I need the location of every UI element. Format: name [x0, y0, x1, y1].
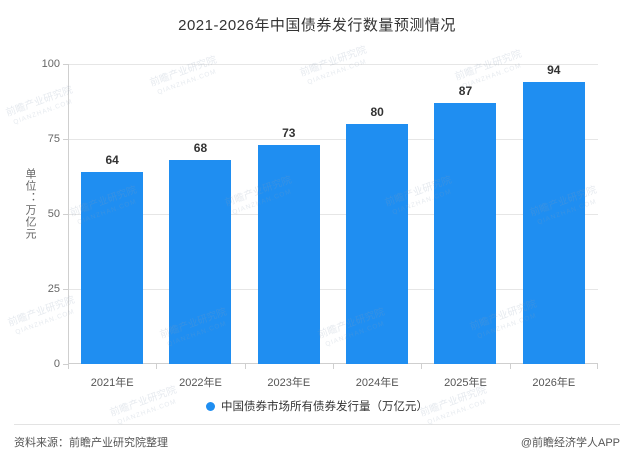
x-tickmark-2 — [245, 364, 246, 369]
plot-area: 100 75 50 25 0 64 68 73 — [42, 58, 598, 370]
y-tickmark-0 — [63, 364, 68, 365]
x-tick-label-2022: 2022年E — [179, 377, 222, 389]
chart-title: 2021-2026年中国债券发行数量预测情况 — [178, 17, 456, 34]
bar-2024[interactable]: 80 — [346, 105, 409, 364]
y-tickmark-50 — [63, 214, 68, 215]
y-tick-label-100: 100 — [41, 58, 60, 70]
bar-value-label: 68 — [193, 141, 208, 155]
gridline-50 — [68, 214, 598, 215]
bar-value-label: 87 — [458, 84, 473, 98]
x-tickmark-5 — [510, 364, 511, 369]
gridline-100 — [68, 64, 598, 65]
bar-value-label: 80 — [370, 105, 384, 119]
y-tickmark-75 — [63, 139, 68, 140]
x-tick-label-2023: 2023年E — [267, 377, 311, 389]
x-tickmark-3 — [333, 364, 334, 369]
source-text: 资料来源：前瞻产业研究院整理 — [14, 437, 168, 449]
bar-item: 68 — [157, 64, 245, 364]
x-tickmark-4 — [421, 364, 422, 369]
legend-color-dot — [206, 401, 215, 411]
x-tickmarks — [68, 364, 598, 369]
x-axis-line — [68, 363, 598, 364]
x-tick-label-2025: 2025年E — [444, 377, 487, 389]
chart-legend[interactable]: 中国债券市场所有债券发行量（万亿元） — [0, 398, 634, 414]
legend-label: 中国债券市场所有债券发行量（万亿元） — [221, 401, 428, 413]
x-tick-label-2026: 2026年E — [532, 377, 576, 389]
bar-item: 94 — [510, 63, 598, 364]
x-tickmark-1 — [156, 364, 157, 369]
x-tick-label-2024: 2024年E — [355, 377, 399, 389]
bar-2023[interactable]: 73 — [257, 126, 320, 364]
x-axis-labels: 2021年E 2022年E 2023年E 2024年E 2025年E 2026年… — [68, 374, 598, 390]
bar-item: 73 — [245, 64, 333, 364]
bar-2021[interactable]: 64 — [81, 153, 144, 364]
brand-text: @前瞻经济学人APP — [520, 437, 620, 449]
x-tickmark-0 — [68, 364, 69, 369]
y-tickmark-100 — [63, 64, 68, 65]
bar-2022[interactable]: 68 — [169, 141, 232, 364]
bar-value-label: 73 — [282, 126, 296, 140]
y-tick-label-25: 25 — [47, 283, 60, 295]
chart-area: 单位：万亿元 100 75 50 25 0 64 68 — [0, 44, 634, 389]
bar-series: 64 68 73 80 87 — [68, 63, 598, 364]
y-axis-label: 单位：万亿元 — [24, 168, 36, 240]
bar-2026[interactable]: 94 — [522, 63, 585, 364]
bar-value-label: 64 — [105, 153, 119, 167]
y-axis-line — [68, 64, 69, 364]
x-tickmark-6 — [597, 364, 598, 369]
bar-value-label: 94 — [547, 63, 561, 77]
y-tick-label-0: 0 — [53, 358, 60, 370]
bar-item: 64 — [68, 64, 156, 364]
bar-item: 80 — [333, 64, 421, 364]
y-tick-label-75: 75 — [47, 133, 60, 145]
y-tickmark-25 — [63, 289, 68, 290]
footer-divider — [14, 424, 620, 425]
x-tick-label-2021: 2021年E — [90, 377, 134, 389]
bar-2025[interactable]: 87 — [434, 84, 497, 364]
gridline-25 — [68, 289, 598, 290]
gridline-75 — [68, 139, 598, 140]
bar-item: 87 — [421, 64, 509, 364]
y-tick-label-50: 50 — [47, 208, 60, 220]
